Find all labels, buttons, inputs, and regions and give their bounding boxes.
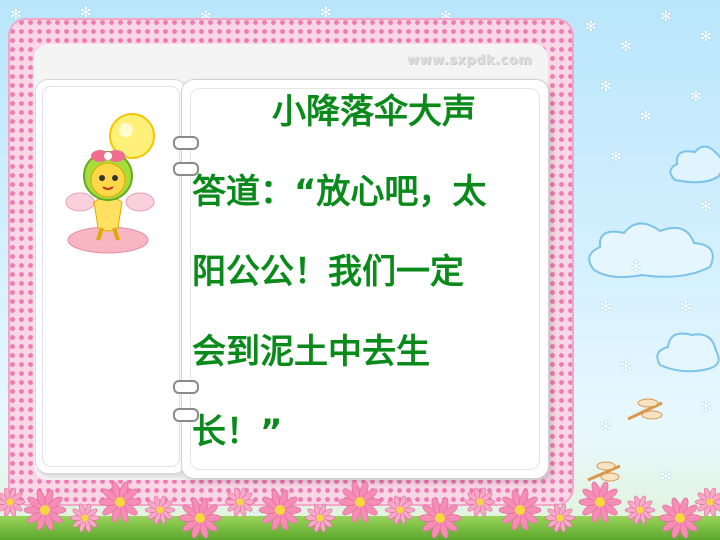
binder-ring (173, 408, 199, 422)
dandelion-seed-icon: ✻ (660, 9, 672, 25)
grass-ground (0, 516, 720, 540)
dandelion-seed-icon: ✻ (630, 259, 642, 275)
dandelion-seed-icon: ✻ (600, 299, 612, 315)
pink-daisy-icon (544, 503, 576, 533)
dandelion-seed-icon: ✻ (200, 9, 212, 25)
dandelion-seed-icon: ✻ (620, 39, 632, 55)
dragonfly-icon (627, 398, 663, 421)
story-line: 阳公公！我们一定 (192, 252, 464, 292)
dandelion-seed-icon: ✻ (640, 109, 652, 125)
dandelion-seed-icon: ✻ (600, 419, 612, 435)
watermark-text: www.sxpdk.com (407, 53, 533, 68)
story-line: 会到泥土中去生 (192, 332, 430, 372)
pink-daisy-icon (498, 489, 542, 531)
illustration-panel (36, 80, 186, 473)
pink-daisy-icon (23, 489, 67, 531)
dandelion-seed-icon: ✻ (700, 199, 712, 215)
dandelion-seed-icon: ✻ (610, 149, 622, 165)
illustration-panel-inner (42, 86, 180, 467)
pink-daisy-icon (694, 487, 720, 517)
pink-daisy-icon (578, 481, 622, 523)
story-line: 答道：“放心吧，太 (192, 172, 487, 212)
cloud-right-middle (588, 222, 714, 279)
dandelion-seed-icon: ✻ (440, 9, 452, 25)
pink-daisy-icon (225, 487, 255, 517)
binder-ring (173, 380, 199, 394)
pink-daisy-icon (624, 495, 656, 525)
pink-daisy-icon (304, 503, 336, 533)
story-panel-inner (190, 88, 540, 470)
dandelion-seed-icon: ✻ (585, 19, 597, 35)
pink-daisy-icon (384, 495, 416, 525)
binder-ring (173, 136, 199, 150)
dandelion-seed-icon: ✻ (700, 29, 712, 45)
pink-daisy-icon (98, 481, 142, 523)
pink-daisy-icon (658, 497, 702, 539)
pink-daisy-icon (338, 481, 382, 523)
dandelion-seed-icon: ✻ (600, 79, 612, 95)
pink-daisy-icon (70, 503, 100, 533)
dandelion-seed-icon: ✻ (690, 89, 702, 105)
flower-border (0, 481, 720, 539)
dandelion-seed-icon: ✻ (700, 399, 712, 415)
dandelion-seed-icon: ✻ (660, 469, 672, 485)
pink-daisy-icon (464, 487, 496, 517)
dandelion-seed-icon: ✻ (680, 299, 692, 315)
dandelion-seed-icon: ✻ (80, 5, 92, 21)
cloud-right-lower (656, 332, 720, 373)
pink-daisy-icon (0, 487, 25, 517)
story-line: 小降落伞大声 (272, 92, 476, 132)
dandelion-seed-icon: ✻ (320, 5, 332, 21)
flower-fairy-icon (65, 113, 155, 254)
dandelion-seed-icon: ✻ (10, 7, 22, 23)
pink-daisy-icon (145, 495, 175, 525)
dandelion-seed-icon: ✻ (620, 359, 632, 375)
pink-daisy-icon (418, 497, 462, 539)
story-panel (182, 80, 548, 478)
dragonfly-icon (587, 461, 621, 482)
story-text: 小降落伞大声 答道：“放心吧，太 阳公公！我们一定 会到泥土中去生 长！” (192, 72, 542, 472)
binder-ring (173, 162, 199, 176)
pink-daisy-icon (258, 489, 302, 531)
cloud-right-top (669, 145, 720, 184)
pink-daisy-icon (178, 497, 222, 539)
story-line: 长！” (192, 412, 283, 452)
